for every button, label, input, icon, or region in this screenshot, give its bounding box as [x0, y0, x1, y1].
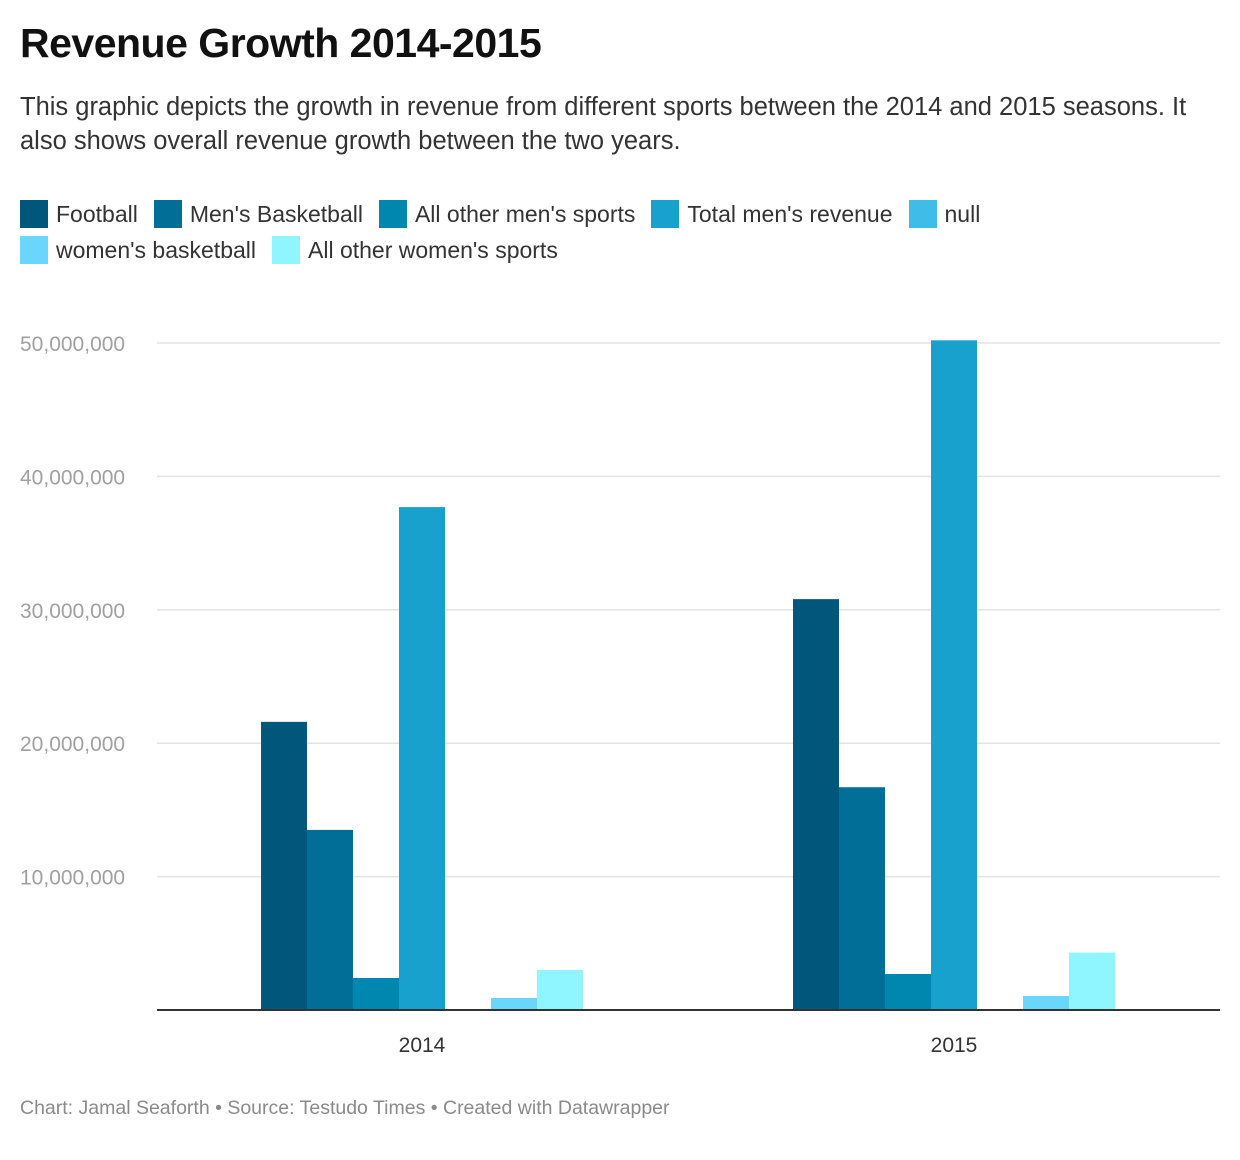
y-tick-label: 20,000,000: [20, 733, 125, 756]
bar: [793, 599, 839, 1010]
bar: [885, 973, 931, 1010]
legend-label: All other women's sports: [308, 236, 558, 263]
legend-item: Football: [20, 200, 138, 228]
legend-row: women's basketball All other women's spor…: [20, 232, 1220, 268]
bar: [931, 340, 977, 1010]
legend-swatch: [272, 236, 300, 264]
y-tick-label: 50,000,000: [20, 333, 125, 356]
legend-item: All other men's sports: [378, 200, 636, 228]
legend-item: null: [908, 200, 981, 228]
legend-item: Total men's revenue: [651, 200, 893, 228]
bar: [491, 997, 537, 1010]
y-tick-label: 40,000,000: [20, 466, 125, 489]
legend-swatch: [20, 200, 48, 228]
legend-item: All other women's sports: [272, 236, 558, 264]
legend-label: null: [944, 200, 981, 227]
y-tick-label: 10,000,000: [20, 867, 125, 890]
legend-label: Football: [56, 200, 138, 227]
legend-item: women's basketball: [20, 236, 256, 264]
bar: [839, 787, 885, 1010]
legend-swatch: [908, 200, 937, 228]
x-tick-label: 2014: [399, 1034, 446, 1057]
legend-swatch: [20, 236, 48, 264]
bar: [1069, 952, 1115, 1010]
legend-swatch: [651, 200, 680, 228]
bar: [399, 507, 445, 1010]
bar: [307, 829, 353, 1010]
y-tick-label: 30,000,000: [20, 600, 125, 623]
bar: [261, 721, 307, 1010]
legend-swatch: [153, 200, 182, 228]
legend-swatch: [378, 200, 407, 228]
legend-label: Total men's revenue: [687, 200, 893, 227]
legend-row: Football Men's Basketball All other men's …: [20, 196, 1220, 232]
chart-footer: Chart: Jamal Seaforth • Source: Testudo …: [20, 1097, 670, 1119]
chart-subtitle: This graphic depicts the growth in reven…: [20, 93, 1187, 155]
bar: [537, 969, 583, 1010]
bar: [353, 977, 399, 1010]
legend-label: All other men's sports: [414, 200, 636, 227]
legend-label: women's basketball: [56, 236, 256, 263]
chart-title: Revenue Growth 2014-2015: [20, 20, 542, 66]
x-tick-label: 2015: [931, 1034, 978, 1057]
legend-item: Men's Basketball: [153, 200, 363, 228]
legend-label: Men's Basketball: [189, 200, 363, 227]
chart-legend: Football Men's Basketball All other men's …: [20, 196, 1220, 268]
bar: [1023, 995, 1069, 1010]
